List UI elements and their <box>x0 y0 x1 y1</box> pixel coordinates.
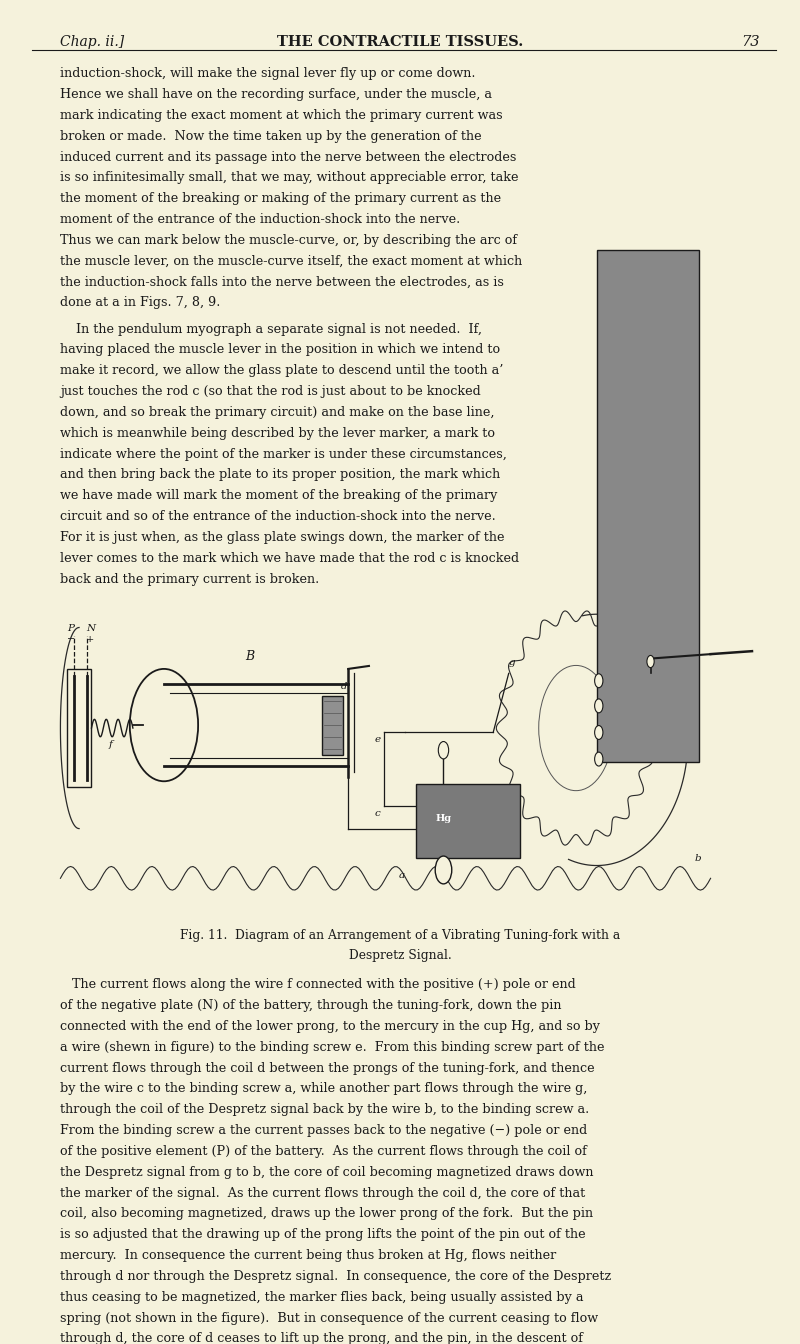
Circle shape <box>594 753 603 766</box>
Text: spring (not shown in the figure).  But in consequence of the current ceasing to : spring (not shown in the figure). But in… <box>60 1312 598 1325</box>
Text: we have made will mark the moment of the breaking of the primary: we have made will mark the moment of the… <box>60 489 498 503</box>
Text: a: a <box>399 871 405 880</box>
Text: −: − <box>66 634 75 644</box>
Text: c: c <box>374 809 380 818</box>
Text: For it is just when, as the glass plate swings down, the marker of the: For it is just when, as the glass plate … <box>60 531 505 544</box>
Text: by the wire c to the binding screw a, while another part flows through the wire : by the wire c to the binding screw a, wh… <box>60 1082 587 1095</box>
Text: P: P <box>67 625 74 633</box>
Circle shape <box>538 665 614 790</box>
Text: Hence we shall have on the recording surface, under the muscle, a: Hence we shall have on the recording sur… <box>60 89 492 101</box>
Text: moment of the entrance of the induction-shock into the nerve.: moment of the entrance of the induction-… <box>60 212 460 226</box>
Text: the marker of the signal.  As the current flows through the coil d, the core of : the marker of the signal. As the current… <box>60 1187 586 1200</box>
Circle shape <box>594 726 603 739</box>
Text: circuit and so of the entrance of the induction-shock into the nerve.: circuit and so of the entrance of the in… <box>60 509 496 523</box>
Text: the induction-shock falls into the nerve between the electrodes, as is: the induction-shock falls into the nerve… <box>60 276 504 289</box>
Text: d: d <box>341 683 347 691</box>
Circle shape <box>594 699 603 712</box>
Text: done at a in Figs. 7, 8, 9.: done at a in Figs. 7, 8, 9. <box>60 296 220 309</box>
Text: just touches the rod c (so that the rod is just about to be knocked: just touches the rod c (so that the rod … <box>60 384 481 398</box>
Text: a wire (shewn in figure) to the binding screw e.  From this binding screw part o: a wire (shewn in figure) to the binding … <box>60 1040 605 1054</box>
Bar <box>597 250 698 762</box>
Text: 73: 73 <box>742 35 760 48</box>
Text: of the positive element (P) of the battery.  As the current flows through the co: of the positive element (P) of the batte… <box>60 1145 587 1159</box>
Text: +: + <box>86 634 94 644</box>
Text: In the pendulum myograph a separate signal is not needed.  If,: In the pendulum myograph a separate sign… <box>60 323 482 336</box>
Text: THE CONTRACTILE TISSUES.: THE CONTRACTILE TISSUES. <box>277 35 523 48</box>
Circle shape <box>435 856 452 884</box>
Text: Hg: Hg <box>435 813 451 823</box>
Text: and then bring back the plate to its proper position, the mark which: and then bring back the plate to its pro… <box>60 468 500 481</box>
Text: Despretz Signal.: Despretz Signal. <box>349 949 451 962</box>
Text: connected with the end of the lower prong, to the mercury in the cup Hg, and so : connected with the end of the lower pron… <box>60 1020 600 1034</box>
Bar <box>66 669 91 788</box>
Text: induction-shock, will make the signal lever fly up or come down.: induction-shock, will make the signal le… <box>60 67 475 81</box>
Bar <box>415 784 521 857</box>
Text: From the binding screw a the current passes back to the negative (−) pole or end: From the binding screw a the current pas… <box>60 1124 587 1137</box>
Text: Fig. 11.  Diagram of an Arrangement of a Vibrating Tuning-fork with a: Fig. 11. Diagram of an Arrangement of a … <box>180 929 620 942</box>
Text: the Despretz signal from g to b, the core of coil becoming magnetized draws down: the Despretz signal from g to b, the cor… <box>60 1165 594 1179</box>
Text: which is meanwhile being described by the lever marker, a mark to: which is meanwhile being described by th… <box>60 426 495 439</box>
Text: The current flows along the wire f connected with the positive (+) pole or end: The current flows along the wire f conne… <box>60 978 576 992</box>
Text: g: g <box>509 659 515 668</box>
Text: through d, the core of d ceases to lift up the prong, and the pin, in the descen: through d, the core of d ceases to lift … <box>60 1332 583 1344</box>
Text: N: N <box>86 625 95 633</box>
Text: f: f <box>108 739 112 749</box>
Text: broken or made.  Now the time taken up by the generation of the: broken or made. Now the time taken up by… <box>60 130 482 142</box>
Text: the moment of the breaking or making of the primary current as the: the moment of the breaking or making of … <box>60 192 501 206</box>
Text: is so adjusted that the drawing up of the prong lifts the point of the pin out o: is so adjusted that the drawing up of th… <box>60 1228 586 1242</box>
Text: through the coil of the Despretz signal back by the wire b, to the binding screw: through the coil of the Despretz signal … <box>60 1103 590 1117</box>
Bar <box>322 695 343 754</box>
Ellipse shape <box>130 669 198 781</box>
Text: indicate where the point of the marker is under these circumstances,: indicate where the point of the marker i… <box>60 448 507 461</box>
Text: mercury.  In consequence the current being thus broken at Hg, flows neither: mercury. In consequence the current bein… <box>60 1249 556 1262</box>
Text: having placed the muscle lever in the position in which we intend to: having placed the muscle lever in the po… <box>60 343 500 356</box>
Text: through d nor through the Despretz signal.  In consequence, the core of the Desp: through d nor through the Despretz signa… <box>60 1270 611 1284</box>
Text: Chap. ii.]: Chap. ii.] <box>60 35 124 48</box>
Text: of the negative plate (N) of the battery, through the tuning-fork, down the pin: of the negative plate (N) of the battery… <box>60 999 562 1012</box>
Text: thus ceasing to be magnetized, the marker flies back, being usually assisted by : thus ceasing to be magnetized, the marke… <box>60 1290 583 1304</box>
Text: e: e <box>374 735 380 745</box>
Text: lever comes to the mark which we have made that the rod c is knocked: lever comes to the mark which we have ma… <box>60 551 519 564</box>
Text: current flows through the coil d between the prongs of the tuning-fork, and then: current flows through the coil d between… <box>60 1062 594 1075</box>
Text: induced current and its passage into the nerve between the electrodes: induced current and its passage into the… <box>60 151 516 164</box>
Circle shape <box>647 656 654 668</box>
Text: the muscle lever, on the muscle-curve itself, the exact moment at which: the muscle lever, on the muscle-curve it… <box>60 254 522 267</box>
Text: down, and so break the primary circuit) and make on the base line,: down, and so break the primary circuit) … <box>60 406 494 419</box>
Text: b: b <box>695 853 702 863</box>
Text: make it record, we allow the glass plate to descend until the tooth a’: make it record, we allow the glass plate… <box>60 364 503 378</box>
Circle shape <box>438 742 449 759</box>
Text: mark indicating the exact moment at which the primary current was: mark indicating the exact moment at whic… <box>60 109 502 122</box>
Text: B: B <box>246 650 254 663</box>
Text: is so infinitesimally small, that we may, without appreciable error, take: is so infinitesimally small, that we may… <box>60 171 518 184</box>
Text: coil, also becoming magnetized, draws up the lower prong of the fork.  But the p: coil, also becoming magnetized, draws up… <box>60 1207 593 1220</box>
Circle shape <box>594 673 603 688</box>
Text: back and the primary current is broken.: back and the primary current is broken. <box>60 573 319 586</box>
Text: Thus we can mark below the muscle-curve, or, by describing the arc of: Thus we can mark below the muscle-curve,… <box>60 234 517 247</box>
